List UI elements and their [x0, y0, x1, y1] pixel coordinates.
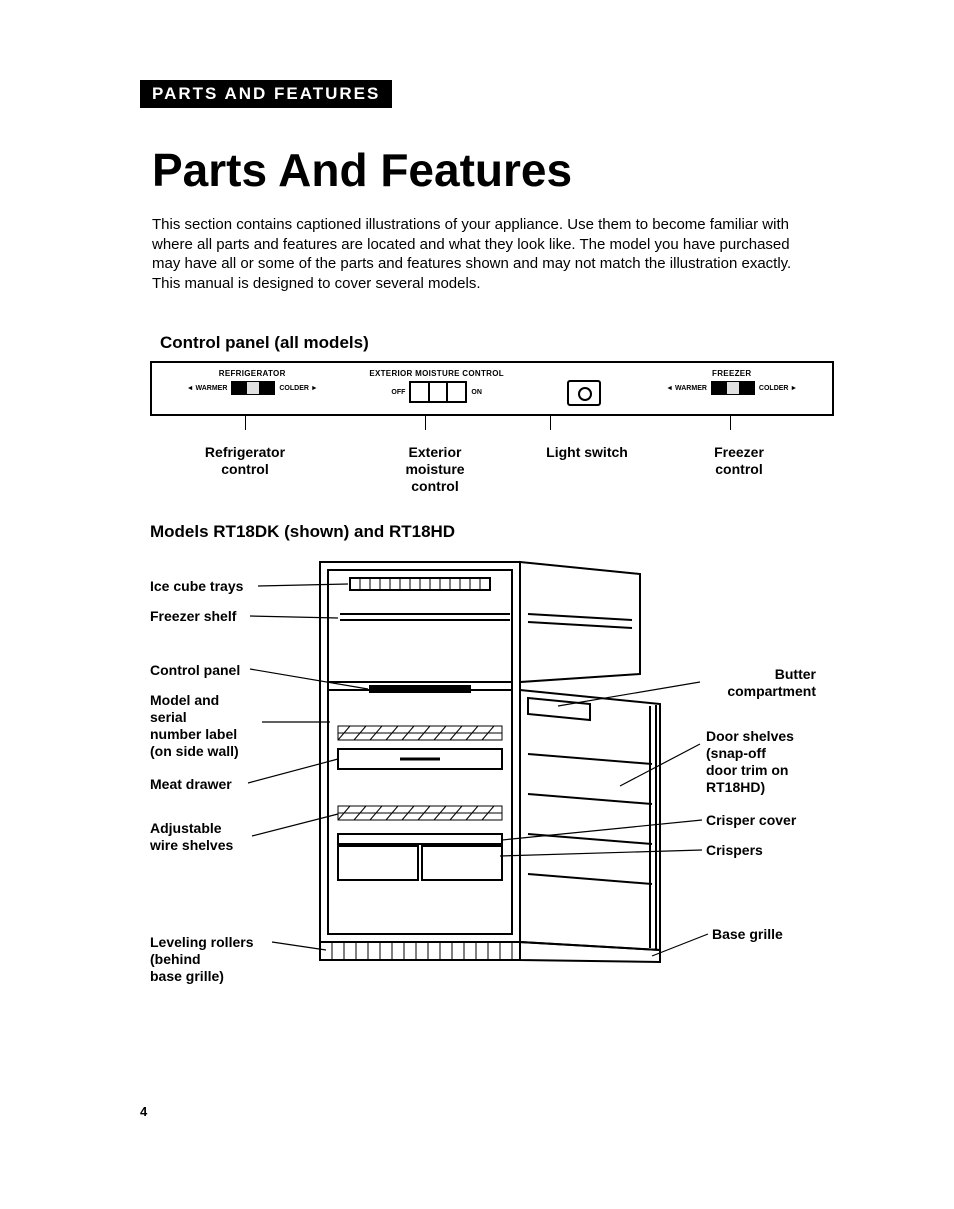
refrigerator-title: REFRIGERATOR	[160, 369, 344, 378]
page-title: Parts And Features	[152, 143, 844, 197]
moisture-on: ON	[471, 389, 482, 396]
refrigerator-caption: Refrigerator control	[150, 444, 340, 494]
moisture-switch: OFF ON	[391, 381, 482, 403]
intro-paragraph: This section contains captioned illustra…	[152, 215, 814, 293]
label-wire-shelves: Adjustable wire shelves	[150, 820, 233, 854]
freezer-warmer-label: ◄ WARMER	[666, 385, 707, 392]
moisture-off: OFF	[391, 389, 405, 396]
moisture-caption: Exterior moisture control	[340, 444, 530, 494]
freezer-value: C	[729, 382, 736, 392]
page-number: 4	[140, 1104, 147, 1119]
panel-captions-row: Refrigerator control Exterior moisture c…	[150, 444, 834, 494]
refrigerator-slider: ◄ WARMER 4 COLDER ►	[187, 381, 318, 395]
freezer-title: FREEZER	[640, 369, 824, 378]
label-butter: Butter compartment	[706, 666, 816, 700]
label-freezer-shelf: Freezer shelf	[150, 608, 236, 625]
light-caption: Light switch	[530, 444, 644, 494]
moisture-control-group: EXTERIOR MOISTURE CONTROL OFF ON	[344, 369, 528, 403]
control-panel-heading: Control panel (all models)	[160, 333, 844, 353]
warmer-label: ◄ WARMER	[187, 385, 228, 392]
label-crisper-cover: Crisper cover	[706, 812, 796, 829]
refrigerator-control-group: REFRIGERATOR ◄ WARMER 4 COLDER ►	[160, 369, 344, 395]
label-base-grille: Base grille	[712, 926, 783, 943]
freezer-colder-label: COLDER ►	[759, 385, 797, 392]
label-door-shelves: Door shelves (snap-off door trim on RT18…	[706, 728, 794, 795]
refrigerator-track: 4	[231, 381, 275, 395]
section-tab: PARTS AND FEATURES	[140, 80, 392, 108]
freezer-track: C	[711, 381, 755, 395]
label-crispers: Crispers	[706, 842, 763, 859]
moisture-box-icon	[409, 381, 467, 403]
moisture-title: EXTERIOR MOISTURE CONTROL	[344, 369, 528, 378]
freezer-caption: Freezer control	[644, 444, 834, 494]
fridge-diagram: Ice cube trays Freezer shelf Control pan…	[140, 554, 844, 1004]
colder-label: COLDER ►	[279, 385, 317, 392]
models-heading: Models RT18DK (shown) and RT18HD	[150, 522, 844, 542]
freezer-slider: ◄ WARMER C COLDER ►	[666, 381, 797, 395]
light-switch-icon	[567, 380, 601, 406]
label-leveling-rollers: Leveling rollers (behind base grille)	[150, 934, 253, 984]
label-ice-trays: Ice cube trays	[150, 578, 243, 595]
label-model-serial: Model and serial number label (on side w…	[150, 692, 239, 759]
freezer-control-group: FREEZER ◄ WARMER C COLDER ►	[640, 369, 824, 395]
manual-page: PARTS AND FEATURES Parts And Features Th…	[0, 0, 954, 1209]
light-switch-group	[529, 369, 640, 408]
panel-connector-lines	[150, 416, 834, 430]
label-meat-drawer: Meat drawer	[150, 776, 232, 793]
label-control-panel: Control panel	[150, 662, 240, 679]
control-panel-diagram: REFRIGERATOR ◄ WARMER 4 COLDER ► EXTERIO…	[150, 361, 834, 416]
refrigerator-value: 4	[249, 382, 254, 392]
